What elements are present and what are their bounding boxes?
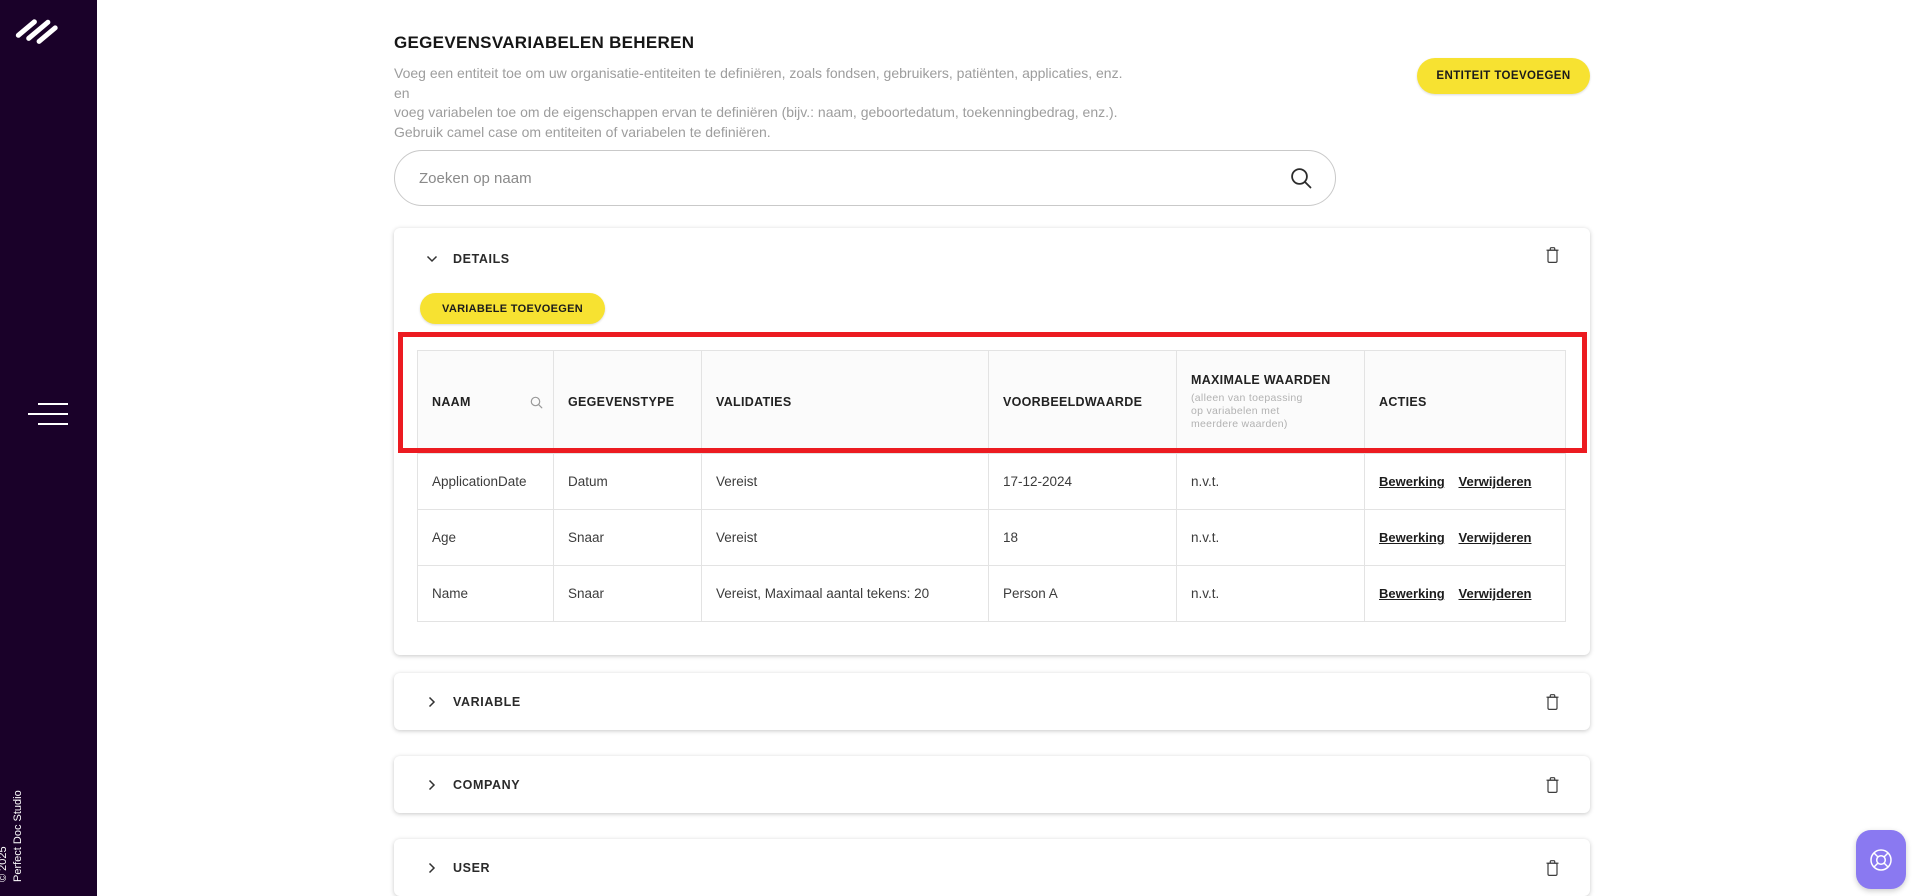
delete-entity-icon[interactable] <box>1545 693 1560 711</box>
search-icon[interactable] <box>1290 167 1313 190</box>
cell-acties: Bewerking Verwijderen <box>1364 453 1566 510</box>
cell-naam: Name <box>417 565 554 622</box>
section-card-company: COMPANY <box>394 756 1590 813</box>
user-section-label: USER <box>453 860 491 875</box>
column-header-maximale-waarden: MAXIMALE WAARDEN (alleen van toepassing … <box>1176 350 1365 454</box>
edit-link[interactable]: Bewerking <box>1379 474 1445 489</box>
life-buoy-icon <box>1870 848 1892 871</box>
chevron-right-icon[interactable] <box>426 862 438 874</box>
cell-voorbeeldwaarde: 18 <box>988 509 1177 566</box>
copyright-brand: Perfect Doc Studio <box>12 790 24 882</box>
delete-link[interactable]: Verwijderen <box>1458 474 1532 489</box>
copyright-year: © 2025 <box>0 846 9 882</box>
sidebar: © 2025 Perfect Doc Studio <box>0 0 97 896</box>
cell-validaties: Vereist, Maximaal aantal tekens: 20 <box>701 565 989 622</box>
description-line: voeg variabelen toe om de eigenschappen … <box>394 104 1118 120</box>
hamburger-menu-icon[interactable] <box>28 403 68 427</box>
cell-voorbeeldwaarde: 17-12-2024 <box>988 453 1177 510</box>
cell-voorbeeldwaarde: Person A <box>988 565 1177 622</box>
table-row: Name Snaar Vereist, Maximaal aantal teke… <box>417 565 1566 622</box>
app-logo-icon[interactable] <box>13 3 75 65</box>
cell-maximale-waarden: n.v.t. <box>1176 509 1365 566</box>
details-section-label: DETAILS <box>453 252 510 266</box>
details-section-header[interactable]: DETAILS <box>394 228 1590 282</box>
column-header-acties: ACTIES <box>1364 350 1566 454</box>
cell-maximale-waarden: n.v.t. <box>1176 565 1365 622</box>
add-variable-button[interactable]: VARIABELE TOEVOEGEN <box>420 293 605 324</box>
table-row: ApplicationDate Datum Vereist 17-12-2024… <box>417 453 1566 510</box>
chevron-down-icon[interactable] <box>426 253 438 265</box>
column-header-voorbeeldwaarde: VOORBEELDWAARDE <box>988 350 1177 454</box>
cell-maximale-waarden: n.v.t. <box>1176 453 1365 510</box>
column-header-validaties: VALIDATIES <box>701 350 989 454</box>
cell-naam: ApplicationDate <box>417 453 554 510</box>
column-label: MAXIMALE WAARDEN <box>1191 373 1331 387</box>
user-section-header[interactable]: USER <box>394 839 1590 896</box>
cell-gegevenstype: Snaar <box>553 509 702 566</box>
column-subtext: (alleen van toepassing op variabelen met… <box>1191 392 1303 430</box>
search-bar[interactable] <box>394 150 1336 206</box>
table-row: Age Snaar Vereist 18 n.v.t. Bewerking Ve… <box>417 509 1566 566</box>
chevron-right-icon[interactable] <box>426 696 438 708</box>
section-card-variable: VARIABLE <box>394 673 1590 730</box>
edit-link[interactable]: Bewerking <box>1379 530 1445 545</box>
cell-validaties: Vereist <box>701 509 989 566</box>
variable-section-label: VARIABLE <box>453 694 521 709</box>
column-header-gegevenstype: GEGEVENSTYPE <box>553 350 702 454</box>
delete-entity-icon[interactable] <box>1545 859 1560 877</box>
section-card-user: USER <box>394 839 1590 896</box>
cell-gegevenstype: Snaar <box>553 565 702 622</box>
copyright-text: © 2025 Perfect Doc Studio <box>0 790 26 882</box>
edit-link[interactable]: Bewerking <box>1379 586 1445 601</box>
delete-entity-icon[interactable] <box>1545 776 1560 794</box>
delete-link[interactable]: Verwijderen <box>1458 586 1532 601</box>
page-description: Voeg een entiteit toe om uw organisatie-… <box>394 64 1134 142</box>
section-card-details: DETAILS VARIABELE TOEVOEGEN NAAM <box>394 228 1590 655</box>
column-label: NAAM <box>432 395 471 409</box>
description-line: Voeg een entiteit toe om uw organisatie-… <box>394 65 1123 101</box>
cell-acties: Bewerking Verwijderen <box>1364 509 1566 566</box>
cell-naam: Age <box>417 509 554 566</box>
column-header-naam[interactable]: NAAM <box>417 350 554 454</box>
chevron-right-icon[interactable] <box>426 779 438 791</box>
add-entity-button[interactable]: ENTITEIT TOEVOEGEN <box>1417 58 1590 94</box>
delete-link[interactable]: Verwijderen <box>1458 530 1532 545</box>
company-section-label: COMPANY <box>453 777 521 792</box>
search-input[interactable] <box>417 168 1290 188</box>
variables-table: NAAM GEGEVENSTYPE VALIDATIES VOORBEELDWA… <box>417 350 1566 622</box>
column-search-icon[interactable] <box>530 396 543 409</box>
variable-section-header[interactable]: VARIABLE <box>394 673 1590 730</box>
cell-gegevenstype: Datum <box>553 453 702 510</box>
table-header-row: NAAM GEGEVENSTYPE VALIDATIES VOORBEELDWA… <box>417 350 1566 454</box>
company-section-header[interactable]: COMPANY <box>394 756 1590 813</box>
page-title: GEGEVENSVARIABELEN BEHEREN <box>394 33 695 52</box>
help-fab-button[interactable] <box>1856 830 1906 889</box>
cell-acties: Bewerking Verwijderen <box>1364 565 1566 622</box>
cell-validaties: Vereist <box>701 453 989 510</box>
delete-entity-icon[interactable] <box>1545 246 1560 264</box>
description-line: Gebruik camel case om entiteiten of vari… <box>394 123 771 140</box>
